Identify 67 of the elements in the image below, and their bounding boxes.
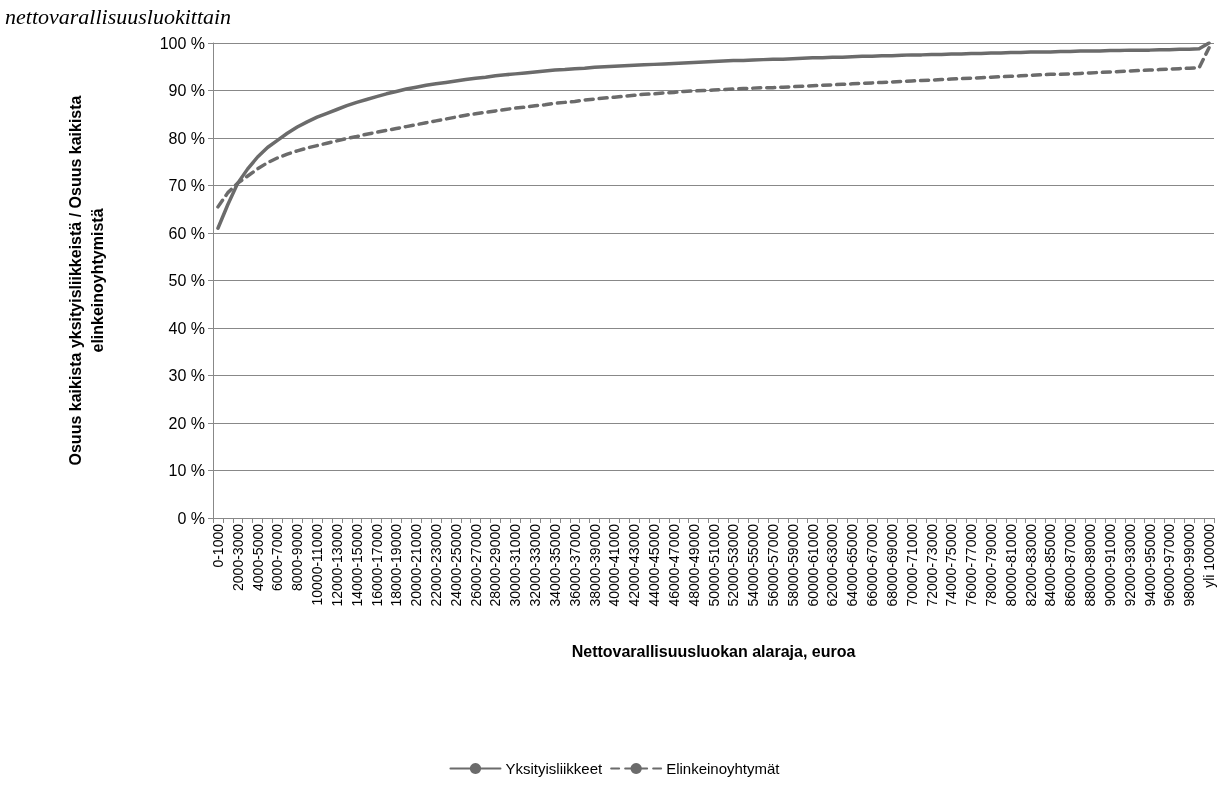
x-tick-label: 6000-7000 [269, 523, 286, 591]
x-tick-label: 72000-73000 [923, 523, 940, 607]
x-tick-label: 4000-5000 [249, 523, 266, 591]
x-tick-label: 34000-35000 [546, 523, 563, 607]
y-tick-label: 100 % [159, 34, 205, 52]
x-tick-label: 44000-45000 [646, 523, 663, 607]
x-tick-label: 18000-19000 [388, 523, 405, 607]
x-tick-label: 94000-95000 [1141, 523, 1158, 607]
x-tick-label: 68000-69000 [883, 523, 900, 607]
y-tick-label: 30 % [168, 367, 205, 384]
x-tick-label: 74000-75000 [943, 523, 960, 607]
y-tick-label: 10 % [168, 462, 205, 479]
x-tick-label: 50000-51000 [705, 523, 722, 607]
x-tick-label: 26000-27000 [467, 523, 484, 607]
x-tick-label: 42000-43000 [626, 523, 643, 607]
x-tick-label: 48000-49000 [685, 523, 702, 607]
x-tick-label: 58000-59000 [784, 523, 801, 607]
x-tick-label: 28000-29000 [487, 523, 504, 607]
x-tick-label: 76000-77000 [963, 523, 980, 607]
x-tick-label: 46000-47000 [665, 523, 682, 607]
y-tick-label: 80 % [168, 129, 205, 147]
x-tick-label: 32000-33000 [527, 523, 544, 607]
x-tick-label: 78000-79000 [983, 523, 1000, 607]
y-tick-label: 50 % [168, 272, 205, 289]
x-tick-label: 2000-3000 [229, 523, 246, 591]
x-tick-label: 30000-31000 [507, 523, 524, 607]
x-tick-label: 52000-53000 [725, 523, 742, 607]
x-tick-label: 96000-97000 [1161, 523, 1178, 607]
x-tick-label: 8000-9000 [289, 523, 306, 591]
x-tick-label: 92000-93000 [1121, 523, 1138, 607]
x-tick-label: 38000-39000 [586, 523, 603, 607]
x-tick-label: 36000-37000 [566, 523, 583, 607]
x-tick-label: 62000-63000 [824, 523, 841, 607]
x-tick-label: 84000-85000 [1042, 523, 1059, 607]
y-axis-title: Osuus kaikista yksityisliikkeistä / Osuus kaikista elinkeinoyhtymistä [66, 95, 106, 466]
y-tick-label: 40 % [168, 319, 205, 337]
x-tick-label: 14000-15000 [348, 523, 365, 607]
x-tick-label: 70000-71000 [903, 523, 920, 607]
x-axis-title: Nettovarallisuusluokan alaraja, euroa [571, 642, 856, 660]
x-tick-label: 60000-61000 [804, 523, 821, 607]
legend-label: Elinkeinoyhtymät [666, 760, 781, 777]
x-tick-label: 22000-23000 [427, 523, 444, 607]
chart-title: nettovarallisuusluokittain [5, 3, 232, 29]
x-tick-label: yli 100000 [1201, 523, 1218, 588]
y-tick-label: 20 % [168, 414, 205, 432]
y-tick-label: 90 % [168, 82, 205, 99]
x-tick-label: 20000-21000 [408, 523, 425, 607]
x-tick-label: 10000-11000 [309, 523, 326, 606]
x-tick-label: 12000-13000 [328, 523, 345, 607]
x-tick-label: 40000-41000 [606, 523, 623, 607]
x-tick-label: 54000-55000 [745, 523, 762, 607]
x-tick-label: 64000-65000 [844, 523, 861, 607]
y-tick-label: 0 % [177, 509, 205, 527]
y-tick-label: 70 % [168, 177, 205, 194]
x-tick-label: 88000-89000 [1082, 523, 1099, 607]
legend-label: Yksityisliikkeet [505, 760, 603, 777]
x-tick-label: 56000-57000 [764, 523, 781, 607]
x-tick-label: 66000-67000 [864, 523, 881, 607]
x-tick-label: 90000-91000 [1101, 523, 1118, 607]
x-tick-label: 82000-83000 [1022, 523, 1039, 607]
x-tick-label: 98000-99000 [1181, 523, 1198, 607]
x-tick-label: 86000-87000 [1062, 523, 1079, 607]
x-tick-label: 16000-17000 [368, 523, 385, 607]
x-tick-label: 24000-25000 [447, 523, 464, 607]
y-tick-label: 60 % [168, 224, 205, 242]
x-tick-label: 80000-81000 [1002, 523, 1019, 607]
x-tick-label: 0-1000 [209, 523, 226, 568]
